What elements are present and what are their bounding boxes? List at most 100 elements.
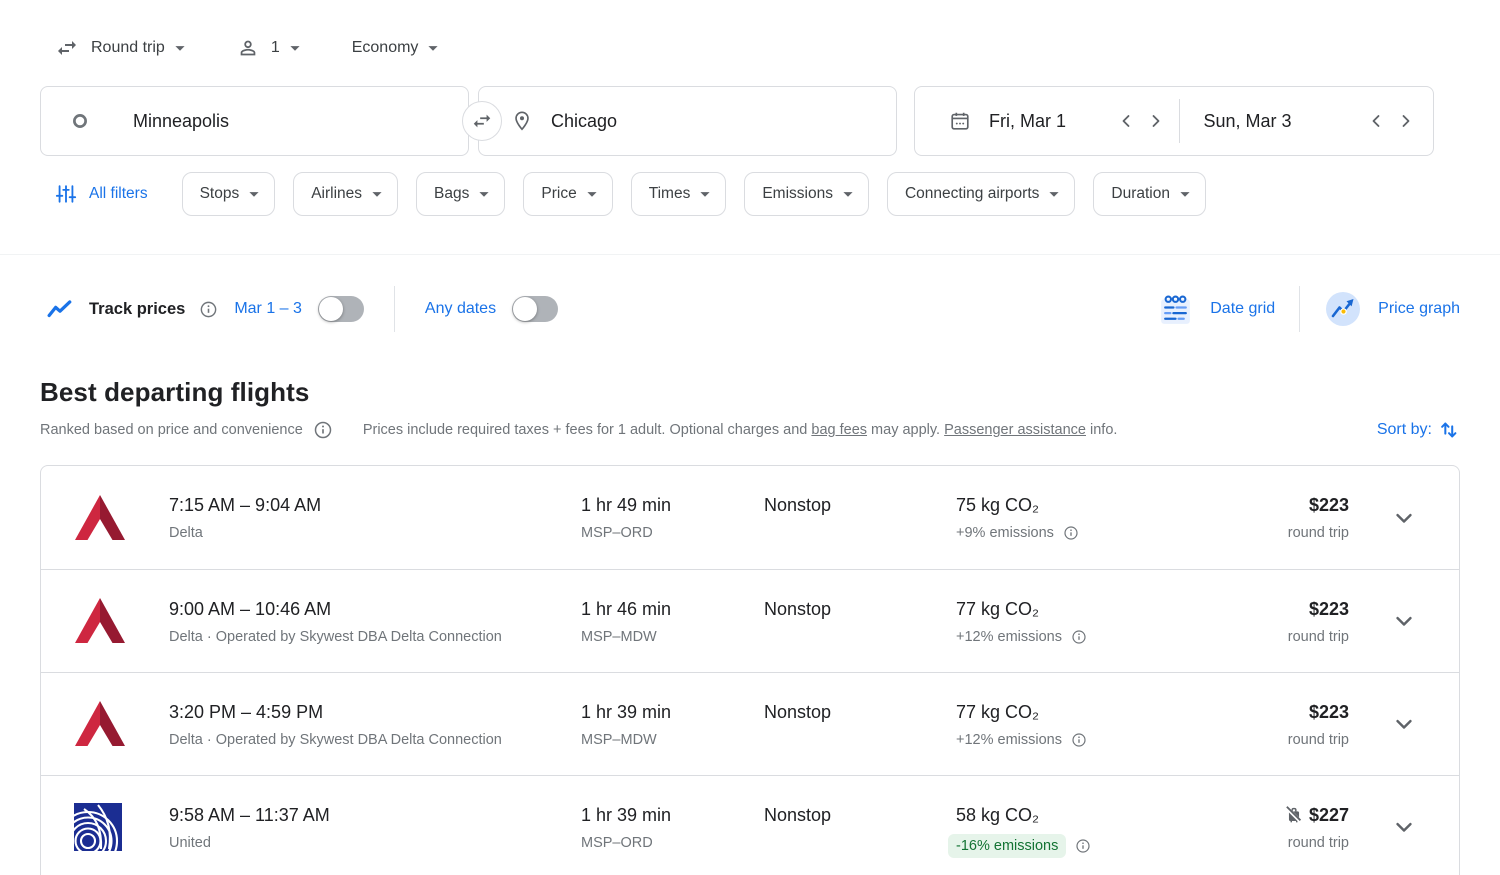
track-prices-toggle[interactable] (317, 296, 364, 322)
sort-by-label: Sort by: (1376, 421, 1432, 438)
cabin-class-selector[interactable]: Economy (352, 37, 445, 59)
info-icon[interactable] (1063, 525, 1079, 541)
passenger-assistance-link[interactable]: Passenger assistance (944, 422, 1086, 438)
view-switchers: Date grid Price graph (1157, 286, 1460, 332)
vertical-divider (393, 286, 395, 332)
chevron-down-icon (169, 37, 191, 59)
expand-chevron-down-icon[interactable] (1390, 607, 1418, 635)
sort-by-button[interactable]: Sort by: (1377, 419, 1460, 441)
flight-list: 7:15 AM – 9:04 AM Delta 1 hr 49 min MSP–… (40, 465, 1460, 875)
filter-chip-times[interactable]: Times (630, 172, 727, 216)
info-icon[interactable] (313, 420, 333, 440)
filter-chip-price[interactable]: Price (523, 172, 613, 216)
any-dates-label: Any dates (424, 300, 497, 317)
duration-cell: 1 hr 39 min MSP–MDW (581, 673, 764, 775)
filter-chip-stops[interactable]: Stops (181, 172, 276, 216)
page-title: Best departing flights (40, 377, 310, 407)
flight-times: 3:20 PM – 4:59 PM (169, 702, 324, 722)
origin-input[interactable]: Minneapolis (40, 86, 469, 156)
flight-price: $227 (1308, 805, 1349, 825)
destination-input[interactable]: Chicago (478, 86, 897, 156)
price-graph-label: Price graph (1378, 300, 1460, 317)
flight-times: 9:00 AM – 10:46 AM (169, 599, 332, 619)
filter-chip-airlines[interactable]: Airlines (293, 172, 399, 216)
departure-date-value: Fri, Mar 1 (989, 110, 1067, 131)
stops-cell: Nonstop (764, 466, 956, 569)
chevron-down-icon (366, 183, 388, 205)
times-cell: 9:00 AM – 10:46 AM Delta · Operated by S… (169, 570, 581, 672)
flight-row[interactable]: 7:15 AM – 9:04 AM Delta 1 hr 49 min MSP–… (41, 466, 1459, 569)
track-prices-label: Track prices (89, 299, 186, 318)
info-icon[interactable] (1071, 732, 1087, 748)
info-icon[interactable] (199, 300, 218, 319)
filter-chip-emissions[interactable]: Emissions (744, 172, 869, 216)
no-carry-on-bag-icon (1283, 804, 1305, 826)
bag-fees-link[interactable]: bag fees (811, 422, 868, 438)
filters-row: All filters Stops Airlines Bags Price Ti… (0, 172, 1500, 216)
sort-arrows-icon (1438, 419, 1460, 441)
trip-type-label: Round trip (91, 39, 165, 56)
section-divider (0, 254, 1500, 255)
departure-date-next-button[interactable] (1141, 106, 1171, 136)
toggle-knob (513, 297, 538, 321)
return-date-value: Sun, Mar 3 (1203, 110, 1292, 131)
flight-emissions-badge: +12% emissions (956, 629, 1062, 645)
stops-cell: Nonstop (764, 673, 956, 775)
return-date-field[interactable]: Sun, Mar 3 (1180, 87, 1434, 155)
expand-chevron-down-icon[interactable] (1390, 504, 1418, 532)
trip-type-selector[interactable]: Round trip (55, 36, 191, 60)
duration-cell: 1 hr 46 min MSP–MDW (581, 570, 764, 672)
results-subheader: Ranked based on price and convenience Pr… (40, 419, 1460, 441)
info-icon[interactable] (1075, 838, 1091, 854)
price-cell: $227 round trip (1206, 776, 1349, 875)
date-grid-button[interactable]: Date grid (1157, 291, 1275, 328)
flight-price-qualifier: round trip (1287, 525, 1349, 541)
flight-stops: Nonstop (764, 495, 832, 515)
info-icon[interactable] (1071, 629, 1087, 645)
return-date-next-button[interactable] (1391, 106, 1421, 136)
track-date-range-label: Mar 1 – 3 (234, 300, 302, 317)
chip-label: Price (541, 185, 577, 202)
trip-options-bar: Round trip 1 Economy (0, 0, 1500, 70)
search-row: Minneapolis Chicago Fri, Mar 1 (0, 86, 1500, 156)
swap-horizontal-icon (471, 110, 493, 132)
delta-airline-logo-icon (74, 700, 126, 748)
chevron-down-icon (1174, 183, 1196, 205)
chip-label: Bags (434, 185, 470, 202)
flight-co2: 77 kg CO₂ (956, 599, 1040, 619)
date-grid-label: Date grid (1210, 300, 1276, 317)
flight-row[interactable]: 9:58 AM – 11:37 AM United 1 hr 39 min MS… (41, 775, 1459, 875)
flight-price: $223 (1308, 599, 1349, 619)
emissions-cell: 77 kg CO₂ +12% emissions (956, 673, 1206, 775)
filter-chip-connecting-airports[interactable]: Connecting airports (886, 172, 1076, 216)
chevron-down-icon (694, 183, 716, 205)
flight-duration: 1 hr 46 min (581, 599, 672, 619)
any-dates-toggle[interactable] (512, 296, 559, 322)
all-filters-button[interactable]: All filters (55, 183, 148, 205)
chip-label: Airlines (311, 185, 363, 202)
flight-price-qualifier: round trip (1287, 732, 1349, 748)
departure-date-field[interactable]: Fri, Mar 1 (915, 87, 1179, 155)
filter-chip-duration[interactable]: Duration (1093, 172, 1206, 216)
price-graph-button[interactable]: Price graph (1324, 290, 1460, 328)
swap-direction-button[interactable] (462, 101, 502, 141)
flight-row[interactable]: 9:00 AM – 10:46 AM Delta · Operated by S… (41, 569, 1459, 672)
flight-times: 7:15 AM – 9:04 AM (169, 495, 322, 515)
price-cell: $223 round trip (1206, 673, 1349, 775)
vertical-divider (1299, 286, 1301, 332)
return-date-prev-button[interactable] (1361, 106, 1391, 136)
filter-chip-bags[interactable]: Bags (416, 172, 506, 216)
expand-chevron-down-icon[interactable] (1390, 813, 1418, 841)
expand-chevron-down-icon[interactable] (1390, 710, 1418, 738)
flight-route: MSP–ORD (581, 525, 653, 541)
date-grid-icon (1157, 291, 1194, 328)
passenger-selector[interactable]: 1 (237, 37, 306, 59)
departure-date-prev-button[interactable] (1111, 106, 1141, 136)
flight-row[interactable]: 3:20 PM – 4:59 PM Delta · Operated by Sk… (41, 672, 1459, 775)
track-prices-row: Track prices Mar 1 – 3 Any dates Date gr… (0, 283, 1500, 335)
times-cell: 9:58 AM – 11:37 AM United (169, 776, 581, 875)
destination-value: Chicago (551, 110, 618, 131)
price-cell: $223 round trip (1206, 466, 1349, 569)
flight-airline: Delta · Operated by Skywest DBA Delta Co… (169, 629, 502, 645)
price-graph-icon (1324, 290, 1362, 328)
